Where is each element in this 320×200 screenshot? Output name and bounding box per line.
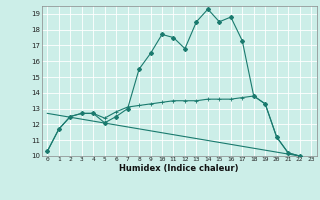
X-axis label: Humidex (Indice chaleur): Humidex (Indice chaleur) — [119, 164, 239, 173]
